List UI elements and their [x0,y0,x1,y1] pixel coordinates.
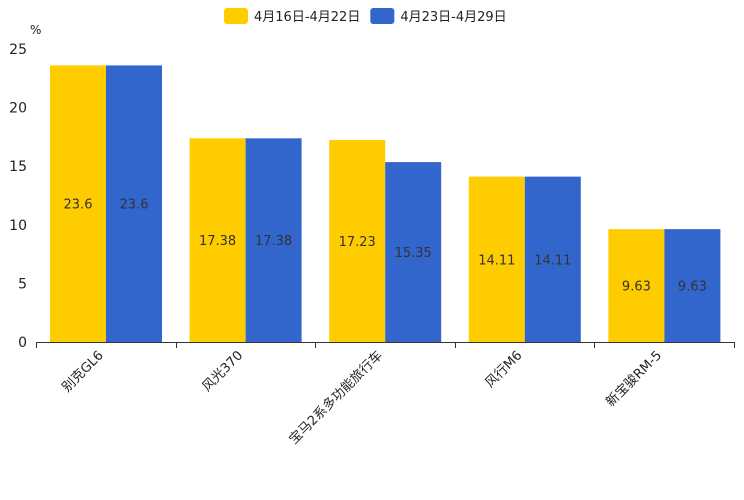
y-axis-unit-label: % [30,23,41,37]
bar-0 [189,138,246,342]
bar-0 [608,229,665,342]
data-label: 14.11 [478,253,515,268]
bar-1 [385,162,442,342]
bar-1 [524,176,581,342]
data-label: 23.6 [120,198,149,213]
x-tick-label: 新宝骏RM-5 [603,348,665,410]
bar-1 [106,65,162,343]
bar-0 [50,65,106,343]
x-tick-label: 风光370 [200,348,247,395]
data-label: 23.6 [64,198,93,213]
y-tick-label: 20 [9,101,27,117]
y-tick-label: 0 [18,335,27,351]
data-label: 9.63 [622,280,651,295]
y-tick-label: 5 [18,276,27,292]
bar-1 [664,229,721,342]
legend-swatch-1[interactable] [370,8,395,24]
y-tick-label: 10 [9,218,27,234]
data-label: 14.11 [534,253,571,268]
y-tick-label: 15 [9,159,27,175]
legend-label-1[interactable]: 4月23日-4月29日 [400,10,506,25]
bar-0 [329,140,386,342]
x-tick-label: 风行M6 [483,348,526,391]
data-label: 17.38 [199,234,236,249]
bar-0 [468,176,525,342]
data-label: 17.38 [255,234,292,249]
bar-1 [245,138,302,342]
x-tick-label: 宝马2系多功能旅行车 [286,348,386,448]
data-label: 17.23 [339,235,376,250]
data-label: 15.35 [395,246,432,261]
legend-swatch-0[interactable] [224,8,248,24]
data-label: 9.63 [678,280,707,295]
y-tick-label: 25 [9,42,27,58]
legend-label-0[interactable]: 4月16日-4月22日 [254,10,360,25]
x-tick-label: 别克GL6 [60,348,107,395]
